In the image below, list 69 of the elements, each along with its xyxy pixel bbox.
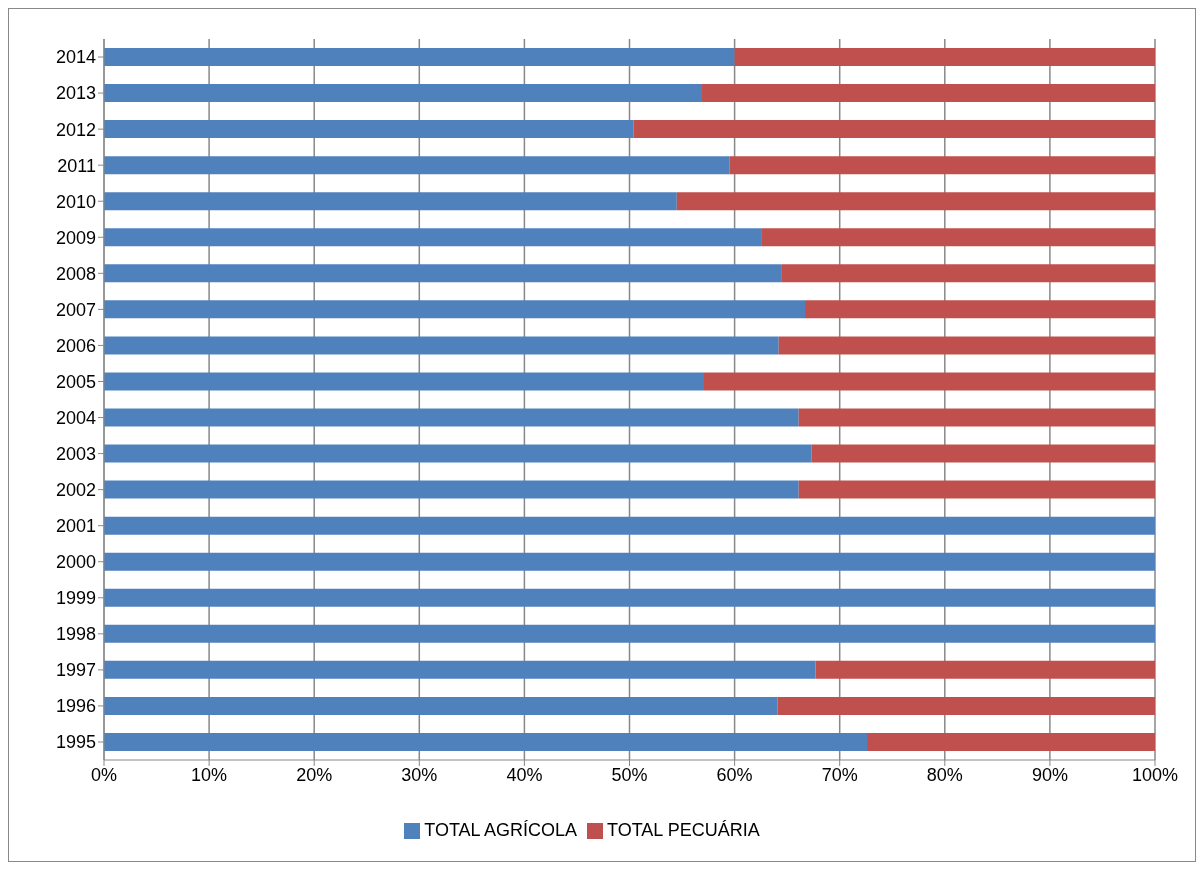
bar xyxy=(104,120,634,139)
bar xyxy=(104,336,779,355)
bar xyxy=(729,156,1155,175)
bar xyxy=(633,120,1155,139)
x-tick-label: 100% xyxy=(1131,764,1179,785)
bar xyxy=(104,372,704,391)
y-tick-label: 2005 xyxy=(55,371,96,392)
x-tick-label: 20% xyxy=(296,764,333,785)
y-tick-label: 2010 xyxy=(55,191,96,212)
bar xyxy=(777,696,1155,715)
y-tick-label: 2011 xyxy=(57,155,96,176)
legend-label: TOTAL AGRÍCOLA xyxy=(424,820,577,840)
bar xyxy=(104,84,703,103)
bar xyxy=(104,696,778,715)
bar xyxy=(798,408,1155,427)
y-tick-label: 1999 xyxy=(55,588,96,609)
bar xyxy=(104,192,677,211)
bar xyxy=(676,192,1155,211)
bar xyxy=(778,336,1155,355)
bar xyxy=(104,156,730,175)
y-tick-label: 2004 xyxy=(55,407,96,428)
bar xyxy=(104,48,735,67)
x-tick-label: 0% xyxy=(90,764,118,785)
bar xyxy=(734,48,1155,67)
x-tick-label: 70% xyxy=(821,764,858,785)
bar xyxy=(104,516,1155,535)
bar xyxy=(867,732,1155,751)
x-tick-label: 80% xyxy=(926,764,963,785)
bar xyxy=(798,480,1155,499)
y-tick-label: 1995 xyxy=(55,732,96,753)
x-tick-label: 30% xyxy=(401,764,438,785)
y-tick-label: 1998 xyxy=(55,624,96,645)
bar xyxy=(702,84,1155,103)
bar xyxy=(104,624,1155,643)
bar xyxy=(815,660,1155,679)
y-tick-label: 2002 xyxy=(55,480,96,501)
y-tick-label: 2012 xyxy=(55,119,96,140)
legend-label: TOTAL PECUÁRIA xyxy=(607,820,760,840)
x-tick-label: 50% xyxy=(611,764,648,785)
y-tick-label: 2007 xyxy=(55,299,96,320)
y-tick-label: 2006 xyxy=(55,335,96,356)
bar xyxy=(104,660,816,679)
bar xyxy=(104,300,806,319)
y-tick-label: 2009 xyxy=(55,227,96,248)
x-tick-label: 60% xyxy=(716,764,753,785)
y-tick-label: 1997 xyxy=(55,660,96,681)
y-tick-label: 1996 xyxy=(55,696,96,717)
x-tick-label: 90% xyxy=(1031,764,1068,785)
y-tick-label: 2013 xyxy=(55,83,96,104)
bar xyxy=(811,444,1155,463)
y-tick-label: 2003 xyxy=(55,443,96,464)
bar xyxy=(104,444,812,463)
bar xyxy=(104,408,799,427)
bar xyxy=(104,480,799,499)
y-tick-label: 2008 xyxy=(55,263,96,284)
bar xyxy=(805,300,1155,319)
bar xyxy=(703,372,1155,391)
bar xyxy=(104,264,782,283)
bar xyxy=(781,264,1155,283)
bar xyxy=(104,732,868,751)
bar xyxy=(761,228,1155,247)
bar xyxy=(104,228,762,247)
x-tick-label: 40% xyxy=(506,764,543,785)
bar xyxy=(104,588,1155,607)
x-tick-label: 10% xyxy=(191,764,228,785)
bar xyxy=(104,552,1155,571)
y-tick-label: 2014 xyxy=(55,47,96,68)
y-tick-label: 2000 xyxy=(55,552,96,573)
y-tick-label: 2001 xyxy=(55,516,96,537)
